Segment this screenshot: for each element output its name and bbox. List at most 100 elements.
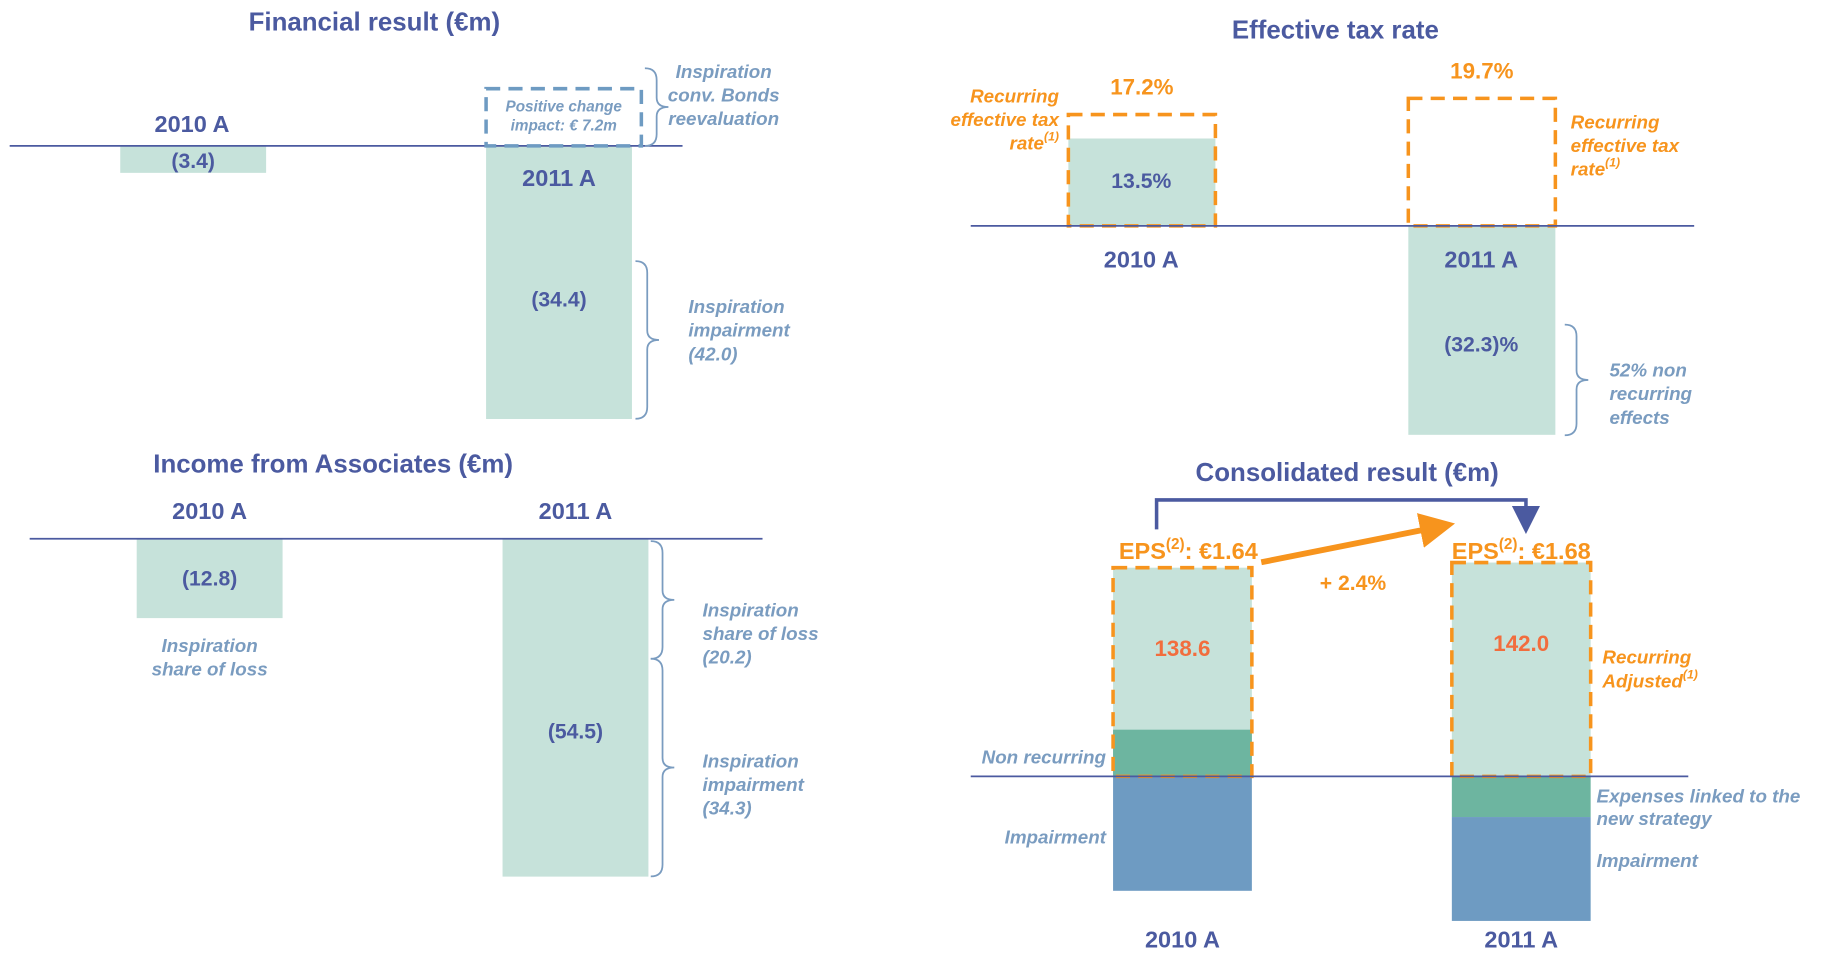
positive-change-label-line: impact: € 7.2m xyxy=(511,117,617,134)
eps-name: EPS xyxy=(1452,538,1499,564)
annotation: Inspiration impairment (42.0) xyxy=(688,296,790,364)
annotation-line: effective tax xyxy=(1571,135,1681,156)
segment-label-line: new strategy xyxy=(1597,808,1714,829)
chart-title: Consolidated result (€m) xyxy=(1196,459,1499,487)
brace xyxy=(1564,323,1589,437)
eps-sup: (2) xyxy=(1499,535,1518,552)
category-label: 2011 A xyxy=(522,165,596,191)
annotation: Recurring effective tax rate(1) xyxy=(1571,111,1681,179)
annotation: Recurring effective tax rate(1) xyxy=(951,86,1061,154)
positive-change-label-line: Positive change xyxy=(506,99,623,116)
value-label: (54.5) xyxy=(548,720,603,743)
annotation-line: effects xyxy=(1609,407,1669,428)
annotation: 52% non recurring effects xyxy=(1609,360,1692,428)
annotation-line: Recurring xyxy=(970,86,1059,107)
annotation: Inspiration impairment (34.3) xyxy=(703,750,805,818)
category-label: 2010 A xyxy=(1145,926,1220,952)
recurring-box xyxy=(1066,112,1218,228)
recurring-label: 138.6 xyxy=(1155,636,1211,661)
annotation-sup: (1) xyxy=(1605,156,1620,170)
annotation: Inspiration conv. Bonds reevaluation xyxy=(668,61,780,129)
annotation-line: conv. Bonds xyxy=(668,84,780,105)
category-label: 2011 A xyxy=(1444,246,1518,272)
recurring-annotation-line: Recurring xyxy=(1602,647,1691,668)
bar xyxy=(486,145,632,420)
recurring-box xyxy=(1406,96,1558,228)
segment-label-line: Expenses linked to the xyxy=(1597,786,1801,807)
recurring-label: 17.2% xyxy=(1110,75,1173,100)
annotation: Inspiration share of loss (20.2) xyxy=(703,600,819,668)
recurring-annotation-line: Adjusted xyxy=(1601,670,1683,691)
value-label: 13.5% xyxy=(1111,170,1171,193)
brace xyxy=(644,67,669,147)
annotation-line: Inspiration xyxy=(703,600,799,621)
annotation-line: rate xyxy=(1010,133,1045,154)
segment xyxy=(1113,729,1252,777)
recurring-label: 19.7% xyxy=(1450,58,1513,83)
category-label: 2010 A xyxy=(1104,246,1179,272)
annotation-line: effective tax xyxy=(951,109,1061,130)
annotation-line: 52% non xyxy=(1609,360,1686,381)
category-label: 2011 A xyxy=(1484,926,1558,952)
recurring-box xyxy=(1450,560,1593,779)
segment-label-line: Non recurring xyxy=(982,747,1107,768)
segment-label-line: Impairment xyxy=(1005,827,1107,848)
segment xyxy=(1113,776,1252,891)
annotation-line: Recurring xyxy=(1571,111,1660,132)
bar xyxy=(136,538,283,619)
annotation-line: (34.3) xyxy=(703,797,752,818)
brace xyxy=(650,657,675,878)
annotation-line: share of loss xyxy=(703,623,819,644)
growth-label: + 2.4% xyxy=(1320,572,1387,595)
segment-label: Expenses linked to the new strategy xyxy=(1597,786,1801,829)
eps-value: : €1.68 xyxy=(1518,538,1591,564)
segment xyxy=(1451,817,1591,921)
bar xyxy=(502,538,649,877)
eps-value: : €1.64 xyxy=(1185,538,1258,564)
annotation-line: share of loss xyxy=(152,658,268,679)
eps-sup: (2) xyxy=(1166,535,1185,552)
annotation-line: impairment xyxy=(688,320,790,341)
segment-label: Impairment xyxy=(1005,827,1107,848)
brace xyxy=(635,260,660,420)
annotation-line: Inspiration xyxy=(162,635,258,656)
eps-name: EPS xyxy=(1119,538,1166,564)
segment-label: Non recurring xyxy=(982,747,1107,768)
eps-label: EPS(2): €1.64 xyxy=(1119,535,1258,564)
eps-arrow xyxy=(1260,513,1456,566)
value-label: (3.4) xyxy=(171,150,215,173)
annotation-line: Inspiration xyxy=(703,750,799,771)
bar xyxy=(1408,225,1556,435)
annotation-sup: (1) xyxy=(1044,130,1059,144)
category-label: 2010 A xyxy=(172,498,247,524)
value-label: (32.3)% xyxy=(1444,333,1518,356)
recurring-box xyxy=(1111,565,1254,779)
positive-change-box xyxy=(484,86,644,148)
positive-change-label: Positive change impact: € 7.2m xyxy=(506,99,623,135)
value-label: (34.4) xyxy=(531,289,586,312)
recurring-fill xyxy=(1451,562,1591,777)
annotation-line: (20.2) xyxy=(703,647,752,668)
recurring-label: 142.0 xyxy=(1493,631,1549,656)
eps-bracket xyxy=(1154,498,1541,535)
chart-title: Effective tax rate xyxy=(1232,17,1439,45)
chart-title: Financial result (€m) xyxy=(249,8,500,36)
chart-title: Income from Associates (€m) xyxy=(153,451,513,479)
brace xyxy=(650,540,675,660)
annotation-line: Inspiration xyxy=(676,61,772,82)
segment-label: Impairment xyxy=(1597,850,1699,871)
category-label: 2011 A xyxy=(539,498,613,524)
annotation-line: (42.0) xyxy=(688,343,737,364)
eps-label: EPS(2): €1.68 xyxy=(1452,535,1591,564)
annotation-line: impairment xyxy=(703,774,805,795)
bar xyxy=(120,145,267,173)
recurring-annotation: Recurring Adjusted(1) xyxy=(1601,647,1697,692)
value-label: (12.8) xyxy=(182,568,237,591)
annotation-line: Inspiration xyxy=(688,296,784,317)
annotation: Inspiration share of loss xyxy=(152,635,268,680)
segment xyxy=(1451,776,1591,818)
category-label: 2010 A xyxy=(155,111,230,137)
annotation-line: recurring xyxy=(1609,383,1692,404)
